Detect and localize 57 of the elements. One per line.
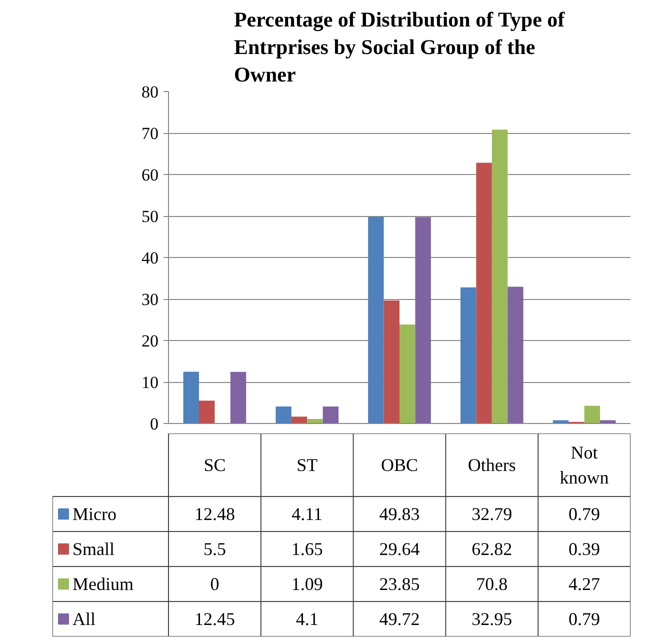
bar [230,372,246,424]
bar [415,217,431,424]
y-tick-label: 50 [142,207,158,226]
y-tick-label: 20 [142,332,158,350]
data-label: 0.79 [568,504,600,524]
y-tick-label: 70 [142,124,158,143]
y-tick-label: 80 [142,82,158,102]
x-tick-label: Not known [560,442,609,488]
data-label: 12.45 [194,609,235,629]
data-label: 12.48 [194,504,235,524]
data-label: 0 [210,574,220,594]
data-label: 32.95 [472,609,512,629]
data-label: 29.64 [379,539,420,559]
bar [384,300,400,424]
y-tick-label: 0 [150,414,158,434]
x-tick-label: OBC [380,455,418,475]
legend-label: Medium [72,574,134,594]
y-tick-label: 40 [142,248,158,268]
bar [460,287,476,424]
bar [276,406,292,424]
bar [552,420,569,424]
bar [198,400,215,424]
data-label: 1.65 [291,539,323,559]
data-label: 0.79 [568,609,600,629]
data-label: 4.1 [296,609,318,629]
bar [584,406,600,424]
chart-title: Percentage of Distribution of Type of Entrprises by Social Group of the Owner [234,7,566,86]
bar [492,130,508,424]
data-label: 5.5 [203,539,226,559]
legend-label: Micro [72,504,116,524]
y-tick-label: 30 [142,290,158,309]
bar [600,420,616,424]
x-tick-label: ST [296,455,318,475]
bar [508,286,524,424]
legend-label: All [72,609,96,629]
bar [476,162,492,424]
data-label: 32.79 [472,504,512,524]
data-label: 1.09 [291,574,323,594]
y-tick-label: 60 [142,166,158,184]
bar [307,418,323,424]
data-label: 62.82 [472,539,512,559]
bar [183,372,199,424]
data-label: 49.83 [379,504,420,524]
y-tick-label: 10 [142,373,158,392]
bar [400,324,416,424]
data-label: 49.72 [379,609,420,629]
x-tick-label: SC [204,455,226,475]
bar [368,216,384,424]
data-label: 23.85 [379,574,420,594]
data-label: 0.39 [568,539,600,559]
data-label: 4.27 [568,574,600,594]
legend-label: Small [72,539,115,559]
data-label: 70.8 [476,574,508,594]
bar [322,406,339,424]
bar [291,416,308,424]
data-label: 4.11 [292,504,323,524]
x-tick-label: Others [468,455,516,475]
